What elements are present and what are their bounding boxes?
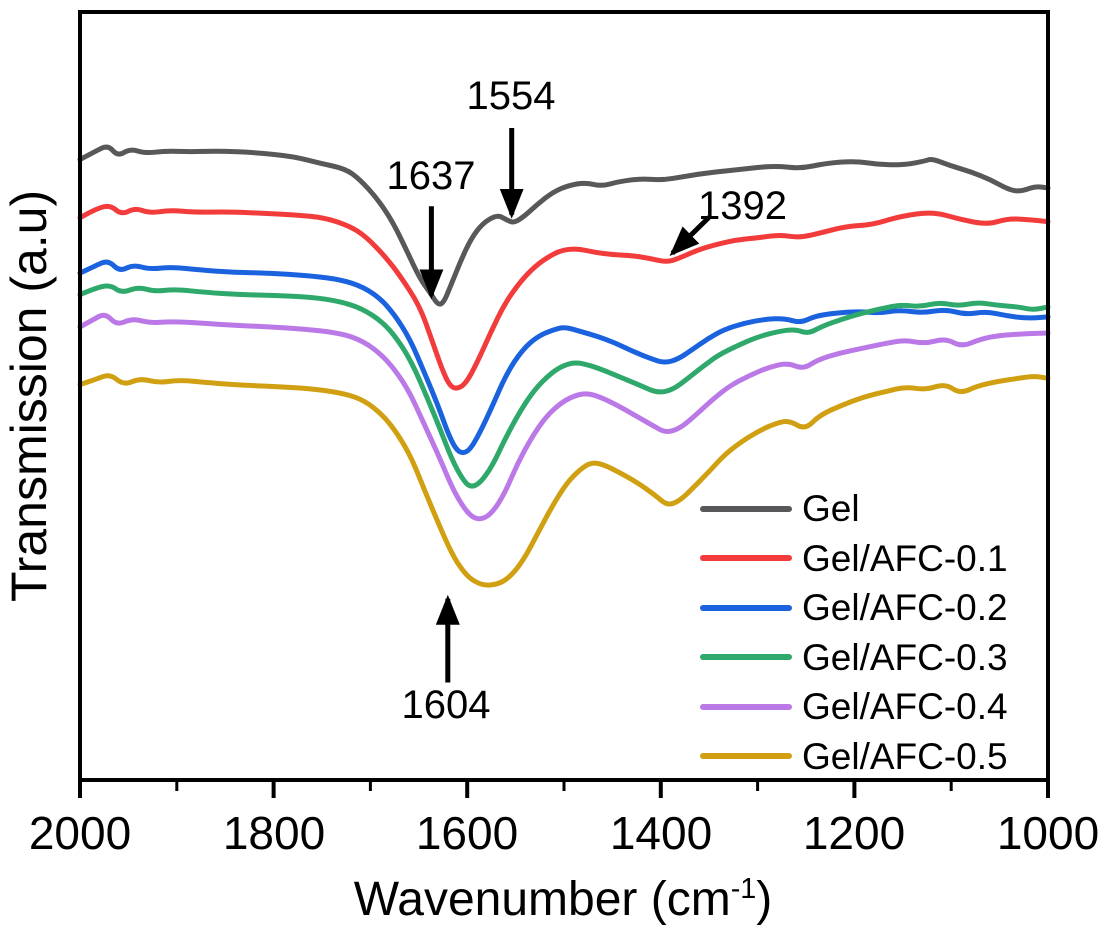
legend-item-gel: Gel [700,484,1008,534]
legend: Gel Gel/AFC-0.1 Gel/AFC-0.2 Gel/AFC-0.3 … [700,484,1008,781]
series-curve-gel-afc-0-2 [77,259,1051,456]
legend-label-gel-afc-0-3: Gel/AFC-0.3 [802,636,1008,678]
x-tick-label-1600: 1600 [415,807,519,859]
x-axis-title-superscript: -1 [730,873,757,905]
x-tick-label-1800: 1800 [222,807,326,859]
series-curve-gel-afc-0-4 [77,312,1051,522]
legend-line-swatch-gel-afc-0-4 [700,703,792,710]
legend-line-swatch-gel-afc-0-2 [700,604,792,611]
series-curve-gel-afc-0-3 [77,283,1051,489]
annotation-arrow-1392 [669,215,711,257]
series-curve-gel-afc-0-5 [77,373,1051,588]
legend-line-swatch-gel-afc-0-1 [700,555,792,562]
legend-label-gel-afc-0-4: Gel/AFC-0.4 [802,686,1008,728]
x-tick-label-1000: 1000 [996,807,1100,859]
legend-line-swatch-gel-afc-0-3 [700,654,792,661]
legend-line-swatch-gel [700,505,792,512]
y-axis-title: Transmission (a.u) [1,189,57,603]
peak-label-1392: 1392 [698,184,787,228]
legend-item-gel-afc-0-2: Gel/AFC-0.2 [700,583,1008,633]
series-curve-gel-afc-0-1 [77,203,1051,391]
series-curve-gel [77,144,1051,307]
peak-label-1604: 1604 [401,683,491,727]
legend-item-gel-afc-0-1: Gel/AFC-0.1 [700,534,1008,584]
legend-line-swatch-gel-afc-0-5 [700,753,792,760]
legend-label-gel-afc-0-2: Gel/AFC-0.2 [802,587,1008,629]
x-axis-title: Wavenumber (cm-1) [78,872,1048,927]
x-axis-title-suffix: ) [756,873,773,926]
legend-item-gel-afc-0-5: Gel/AFC-0.5 [700,732,1008,782]
peak-label-1637: 1637 [386,154,476,198]
legend-label-gel: Gel [802,488,860,530]
legend-label-gel-afc-0-5: Gel/AFC-0.5 [802,735,1008,777]
legend-item-gel-afc-0-4: Gel/AFC-0.4 [700,682,1008,732]
legend-item-gel-afc-0-3: Gel/AFC-0.3 [700,633,1008,683]
x-tick-label-1200: 1200 [802,807,906,859]
x-axis-title-text: Wavenumber (cm [353,873,731,926]
legend-label-gel-afc-0-1: Gel/AFC-0.1 [802,537,1008,579]
peak-label-1554: 1554 [466,74,556,118]
plot-border [78,10,1050,782]
x-tick-label-2000: 2000 [28,807,132,859]
x-tick-label-1400: 1400 [609,807,713,859]
